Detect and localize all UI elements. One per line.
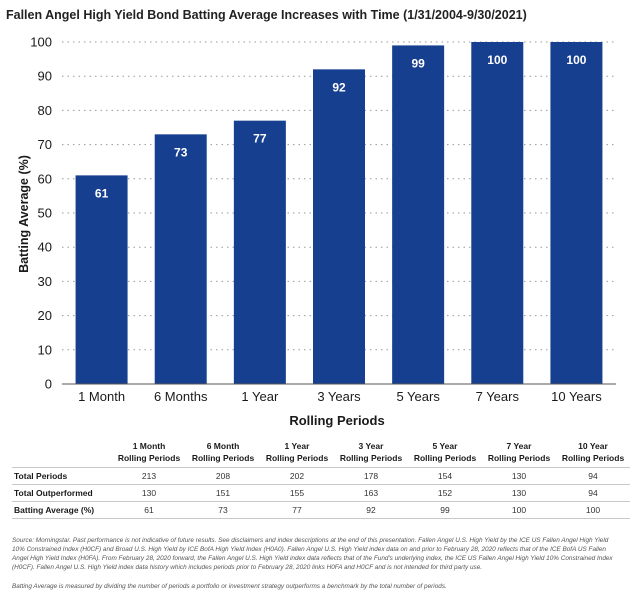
bar-value-label: 92	[332, 80, 346, 94]
row-label: Batting Average (%)	[12, 501, 112, 519]
table-cell: 202	[260, 467, 334, 485]
chart-title: Fallen Angel High Yield Bond Batting Ave…	[6, 8, 527, 22]
column-header: 7 Year Rolling Periods	[487, 441, 551, 463]
bars: 61 73 77 92 99 100 100	[75, 42, 603, 385]
y-axis-ticks: 0 10 20 30 40 50 60 70 80 90 100	[30, 35, 52, 392]
table-corner	[12, 437, 112, 468]
bar-value-label: 100	[566, 53, 586, 67]
table-cell: 130	[482, 467, 556, 485]
bar	[313, 69, 365, 385]
table-cell: 178	[334, 467, 408, 485]
x-axis-label: Rolling Periods	[289, 413, 384, 428]
row-label: Total Periods	[12, 467, 112, 485]
bar-value-label: 99	[411, 56, 425, 70]
y-tick-label: 20	[38, 308, 52, 323]
x-tick-label: 3 Years	[317, 389, 361, 404]
table-cell: 61	[112, 501, 186, 519]
bar-value-label: 100	[487, 53, 507, 67]
source-footnote: Source: Morningstar. Past performance is…	[12, 537, 613, 571]
table-row: Batting Average (%) 61 73 77 92 99 100 1…	[12, 501, 630, 519]
table-cell: 100	[482, 501, 556, 519]
column-header: 1 Month Rolling Periods	[117, 441, 181, 463]
table-cell: 94	[556, 484, 630, 502]
bar-value-label: 73	[174, 145, 188, 159]
y-tick-label: 10	[38, 342, 52, 357]
bar	[233, 120, 286, 384]
y-tick-label: 60	[38, 171, 52, 186]
table-cell: 99	[408, 501, 482, 519]
table-cell: 155	[260, 484, 334, 502]
y-tick-label: 50	[38, 206, 52, 221]
x-tick-label: 5 Years	[396, 389, 440, 404]
y-tick-label: 70	[38, 137, 52, 152]
table-cell: 213	[112, 467, 186, 485]
row-label: Total Outperformed	[12, 484, 112, 502]
x-tick-label: 1 Month	[78, 389, 125, 404]
x-tick-label: 6 Months	[154, 389, 208, 404]
y-tick-label: 0	[45, 377, 52, 392]
bar-value-label: 61	[95, 186, 109, 200]
y-axis-label: Batting Average (%)	[17, 155, 31, 273]
bar	[75, 175, 128, 384]
x-tick-label: 10 Years	[551, 389, 602, 404]
column-header: 1 Year Rolling Periods	[265, 441, 329, 463]
table-cell: 130	[482, 484, 556, 502]
table-header-row: 1 Month Rolling Periods 6 Month Rolling Pe…	[12, 437, 630, 468]
x-tick-label: 7 Years	[476, 389, 520, 404]
table-cell: 73	[186, 501, 260, 519]
table-cell: 92	[334, 501, 408, 519]
column-header: 6 Month Rolling Periods	[191, 441, 255, 463]
table-cell: 100	[556, 501, 630, 519]
table-cell: 208	[186, 467, 260, 485]
bar	[154, 134, 207, 384]
y-tick-label: 40	[38, 240, 52, 255]
table-row: Total Periods 213 208 202 178 154 130 94	[12, 467, 630, 485]
x-tick-label: 1 Year	[241, 389, 279, 404]
column-header: 3 Year Rolling Periods	[339, 441, 403, 463]
bar-value-label: 77	[253, 132, 267, 146]
table-cell: 152	[408, 484, 482, 502]
x-axis-ticks: 1 Month 6 Months 1 Year 3 Years 5 Years 7 Yea…	[78, 389, 602, 404]
table-cell: 154	[408, 467, 482, 485]
rolling-periods-table: 1 Month Rolling Periods 6 Month Rolling Pe…	[12, 437, 630, 519]
table-cell: 151	[186, 484, 260, 502]
table-row: Total Outperformed 130 151 155 163 152 1…	[12, 484, 630, 502]
column-header: 10 Year Rolling Periods	[561, 441, 625, 463]
bar	[392, 45, 445, 385]
table-cell: 77	[260, 501, 334, 519]
definition-footnote: Batting Average is measured by dividing …	[12, 583, 447, 590]
table-cell: 94	[556, 467, 630, 485]
bar	[471, 42, 524, 384]
table-cell: 130	[112, 484, 186, 502]
y-tick-label: 100	[30, 35, 52, 50]
y-tick-label: 80	[38, 103, 52, 118]
y-tick-label: 90	[38, 69, 52, 84]
bar	[550, 42, 603, 384]
column-header: 5 Year Rolling Periods	[413, 441, 477, 463]
y-tick-label: 30	[38, 274, 52, 289]
table-cell: 163	[334, 484, 408, 502]
